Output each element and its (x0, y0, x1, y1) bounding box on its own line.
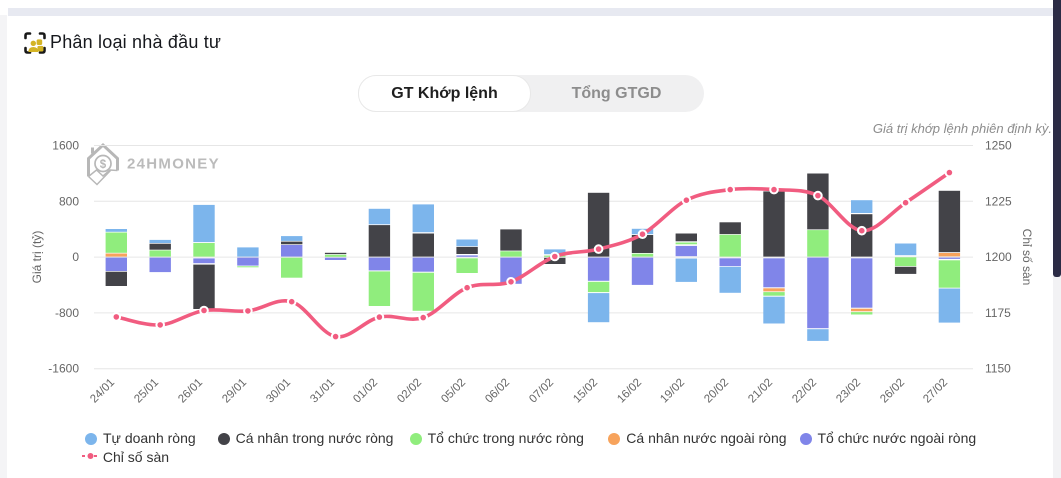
svg-text:05/02: 05/02 (439, 377, 468, 406)
svg-text:22/02: 22/02 (790, 377, 819, 406)
svg-text:27/02: 27/02 (921, 377, 950, 406)
svg-text:16/02: 16/02 (615, 377, 644, 406)
svg-text:01/02: 01/02 (351, 377, 380, 406)
svg-text:25/01: 25/01 (132, 377, 161, 406)
svg-text:24/01: 24/01 (88, 377, 117, 406)
svg-text:21/02: 21/02 (746, 377, 775, 406)
svg-text:29/01: 29/01 (220, 377, 249, 406)
svg-text:31/01: 31/01 (308, 377, 337, 406)
svg-text:07/02: 07/02 (527, 377, 556, 406)
svg-text:800: 800 (59, 194, 79, 208)
svg-text:1600: 1600 (52, 139, 79, 153)
svg-text:1200: 1200 (985, 250, 1012, 264)
svg-text:23/02: 23/02 (834, 377, 863, 406)
svg-text:15/02: 15/02 (571, 377, 600, 406)
svg-text:$: $ (100, 159, 107, 171)
svg-text:1150: 1150 (985, 362, 1011, 376)
svg-text:1175: 1175 (985, 306, 1011, 320)
svg-text:1250: 1250 (985, 139, 1012, 153)
svg-text:-1600: -1600 (48, 362, 79, 376)
svg-text:20/02: 20/02 (702, 377, 731, 406)
svg-text:1225: 1225 (985, 194, 1012, 208)
svg-text:0: 0 (72, 250, 79, 264)
svg-text:-800: -800 (55, 306, 79, 320)
svg-text:19/02: 19/02 (658, 377, 687, 406)
svg-text:24HMONEY: 24HMONEY (127, 156, 220, 173)
svg-text:30/01: 30/01 (264, 377, 293, 406)
svg-text:Chỉ số sàn: Chỉ số sàn (1020, 229, 1034, 286)
svg-text:26/02: 26/02 (878, 377, 907, 406)
svg-text:02/02: 02/02 (395, 377, 424, 406)
svg-text:26/01: 26/01 (176, 377, 205, 406)
svg-text:06/02: 06/02 (483, 377, 512, 406)
svg-text:Giá trị (tỷ): Giá trị (tỷ) (30, 231, 44, 284)
svg-text:Giá trị khớp lệnh phiên định k: Giá trị khớp lệnh phiên định kỳ. (873, 121, 1052, 136)
